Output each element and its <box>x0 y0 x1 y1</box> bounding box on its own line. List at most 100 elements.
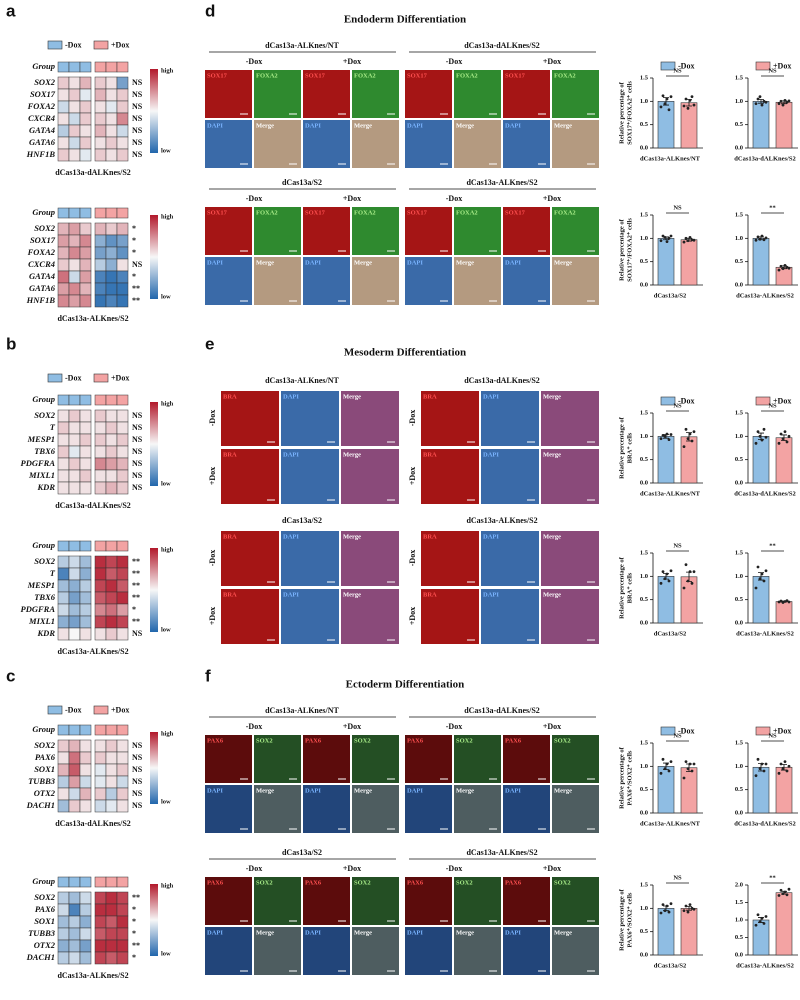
gene-label: SOX17 <box>30 89 56 99</box>
data-point <box>682 445 686 448</box>
legend-swatch <box>93 705 109 715</box>
data-point <box>762 427 766 431</box>
heatmap-cell <box>57 903 70 917</box>
stain-label: SOX17 <box>407 72 428 79</box>
condition-label: -Dox <box>246 722 262 731</box>
heatmap-cell <box>68 88 81 102</box>
heatmap-cell <box>116 457 129 471</box>
gene-label: PDGFRA <box>21 604 56 614</box>
heatmap-cell <box>79 591 92 605</box>
stain-label: Merge <box>456 787 474 794</box>
data-point <box>661 903 665 906</box>
micrograph <box>254 70 301 118</box>
y-tick-label: 1.5 <box>735 549 744 556</box>
stain-label: SOX2 <box>554 879 571 886</box>
heatmap-cell <box>79 445 92 459</box>
heatmap-cell <box>94 88 107 102</box>
heatmap-cell <box>68 787 81 801</box>
data-point <box>754 774 758 778</box>
panel-title: Endoderm Differentiation <box>344 14 466 26</box>
panel-label: c <box>6 666 15 685</box>
micrograph <box>281 391 339 446</box>
heatmap-cell <box>94 891 107 905</box>
group-cell <box>68 207 81 219</box>
stain-label: SOX17 <box>305 72 326 79</box>
micrograph <box>221 449 279 504</box>
significance: NS <box>132 102 143 111</box>
significance: NS <box>132 126 143 135</box>
heatmap-cell <box>79 739 92 753</box>
heatmap-caption: dCas13a-dALKnes/S2 <box>55 819 131 828</box>
significance: ** <box>132 569 140 578</box>
heatmap-cell <box>68 112 81 126</box>
condition-label: +Dox <box>208 467 217 485</box>
data-point <box>684 236 688 240</box>
heatmap-cell <box>116 136 129 150</box>
bar <box>752 238 770 286</box>
bar <box>680 908 698 956</box>
significance: NS <box>132 459 143 468</box>
y-axis-label: BRA⁺ cells <box>626 432 633 463</box>
y-tick-label: 1.5 <box>735 899 744 906</box>
heatmap-cell <box>68 421 81 435</box>
micrograph <box>205 70 252 118</box>
bar <box>680 576 698 624</box>
stain-label: Merge <box>554 787 572 794</box>
scale-label: low <box>161 293 171 300</box>
significance: NS <box>132 753 143 762</box>
y-tick-label: 1.5 <box>640 881 649 888</box>
condition-label: +Dox <box>543 194 561 203</box>
data-point <box>669 95 673 99</box>
stain-label: Merge <box>256 787 274 794</box>
scale-label: high <box>161 67 174 74</box>
stain-label: SOX2 <box>256 737 273 744</box>
micrograph <box>254 257 301 305</box>
micrograph <box>552 207 599 255</box>
condition-label: -Dox <box>446 57 462 66</box>
micrograph <box>205 257 252 305</box>
heatmap-cell <box>105 445 118 459</box>
heatmap-cell <box>79 481 92 495</box>
heatmap-cell <box>116 433 129 447</box>
heatmap-cell <box>68 615 81 629</box>
scale-label: high <box>161 546 174 553</box>
bar <box>775 601 793 624</box>
significance: NS <box>132 471 143 480</box>
significance: * <box>132 929 136 938</box>
legend-swatch <box>47 40 63 50</box>
panel-label: e <box>205 334 214 353</box>
y-tick-label: 1.5 <box>735 74 744 81</box>
data-point <box>764 100 768 104</box>
stain-label: BRA <box>423 533 437 540</box>
gene-label: OTX2 <box>34 788 56 798</box>
gene-label: T <box>50 422 56 432</box>
data-point <box>783 99 787 102</box>
group-cell <box>79 724 92 736</box>
heatmap-cell <box>57 222 70 236</box>
heatmap-cell <box>68 469 81 483</box>
heatmap-cell <box>94 591 107 605</box>
heatmap-cell <box>79 124 92 138</box>
data-point <box>659 771 663 775</box>
heatmap-cell <box>79 799 92 813</box>
gene-label: DACH1 <box>26 952 55 962</box>
heatmap-cell <box>116 76 129 90</box>
micrograph <box>254 877 301 925</box>
micrograph <box>352 735 399 783</box>
stain-label: SOX17 <box>305 209 326 216</box>
heatmap-cell <box>68 903 81 917</box>
heatmap-cell <box>116 445 129 459</box>
x-axis-label: dCas13a-ALKnes/S2 <box>736 962 794 969</box>
group-cell <box>79 876 92 888</box>
stain-label: SOX2 <box>354 879 371 886</box>
condition-label: -Dox <box>446 722 462 731</box>
heatmap-cell <box>68 567 81 581</box>
stain-label: DAPI <box>505 259 521 266</box>
condition-label: +Dox <box>343 864 361 873</box>
color-scale <box>150 402 158 486</box>
x-axis-label: dCas13a-ALKnes/S2 <box>736 630 794 637</box>
stain-label: DAPI <box>407 122 423 129</box>
micrograph <box>552 257 599 305</box>
legend-swatch <box>93 373 109 383</box>
micrograph <box>352 927 399 975</box>
